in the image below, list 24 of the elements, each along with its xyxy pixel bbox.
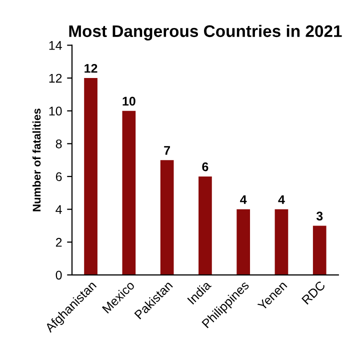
data-label: 10 (122, 96, 136, 106)
data-label: 3 (316, 212, 323, 220)
data-label: 6 (202, 162, 208, 172)
data-label: 7 (164, 146, 170, 155)
bar (312, 226, 326, 275)
data-label: 12 (84, 64, 98, 73)
y-tick-label: 2 (56, 238, 62, 247)
y-tick-label: 8 (56, 139, 62, 148)
bar (198, 176, 212, 275)
bar (122, 110, 136, 275)
y-tick-label: 6 (56, 172, 62, 182)
bar (160, 160, 174, 275)
y-tick-label: 0 (56, 270, 62, 280)
bar (274, 209, 288, 275)
data-label: 4 (278, 195, 285, 204)
y-axis-title: Number of fatalities (32, 108, 41, 212)
data-label: 4 (240, 195, 247, 204)
chart-title: Most Dangerous Countries in 2021 (69, 24, 342, 40)
y-tick-label: 12 (49, 74, 62, 83)
y-tick-label: 4 (56, 205, 62, 214)
bar (84, 78, 98, 275)
y-tick-label: 10 (49, 106, 62, 116)
y-tick-label: 14 (49, 41, 62, 50)
bar (236, 209, 250, 275)
